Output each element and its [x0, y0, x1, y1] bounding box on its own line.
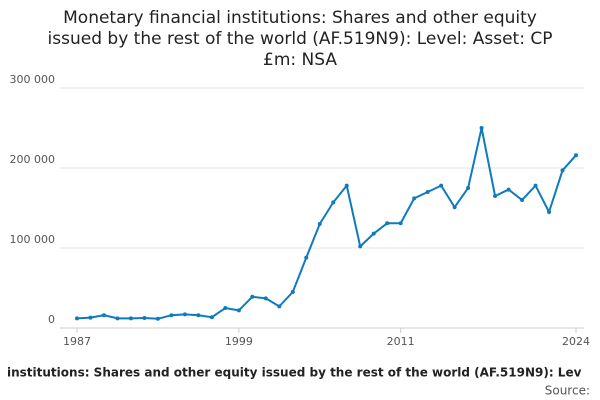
point: [182, 312, 187, 317]
point: [155, 316, 160, 321]
point: [439, 183, 444, 188]
x-tick-label: 2011: [387, 335, 415, 348]
point: [101, 313, 106, 318]
point: [547, 210, 552, 214]
point: [560, 168, 565, 173]
x-tick-label: 2024: [562, 335, 590, 348]
point: [533, 183, 538, 188]
point: [236, 308, 241, 313]
point: [493, 194, 498, 198]
chart-title: Monetary financial institutions: Shares …: [63, 8, 537, 28]
point: [331, 200, 336, 205]
point: [142, 316, 147, 320]
source: Source:: [545, 384, 590, 398]
point: [115, 316, 120, 321]
point: [385, 221, 390, 226]
point: [304, 255, 309, 260]
y-tick-label: 0: [48, 313, 55, 326]
point: [196, 313, 201, 318]
x-tick-label: 1999: [225, 335, 253, 348]
point: [250, 294, 255, 299]
point: [263, 296, 268, 301]
y-tick-label: 200 000: [10, 153, 56, 166]
point: [209, 315, 214, 320]
point: [479, 126, 484, 130]
point: [425, 190, 430, 194]
x-tick-label: 1987: [63, 335, 91, 348]
point: [317, 222, 322, 226]
point: [290, 290, 295, 294]
chart-title: issued by the rest of the world (AF.519N…: [48, 29, 553, 49]
point: [398, 221, 403, 226]
point: [574, 153, 578, 158]
point: [358, 244, 363, 249]
point: [223, 306, 228, 310]
point: [506, 187, 511, 192]
y-tick-label: 300 000: [10, 73, 56, 86]
point: [452, 205, 457, 210]
caption: institutions: Shares and other equity is…: [7, 366, 582, 380]
point: [412, 196, 417, 201]
point: [277, 304, 282, 309]
line: [76, 127, 577, 320]
chart-title: £m: NSA: [263, 50, 337, 70]
point: [466, 186, 471, 190]
point: [88, 315, 93, 320]
point: [371, 231, 376, 236]
point: [128, 316, 133, 321]
point: [344, 183, 349, 188]
point: [520, 198, 525, 202]
y-tick-label: 100 000: [10, 233, 56, 246]
point: [75, 316, 79, 321]
point: [169, 313, 174, 318]
